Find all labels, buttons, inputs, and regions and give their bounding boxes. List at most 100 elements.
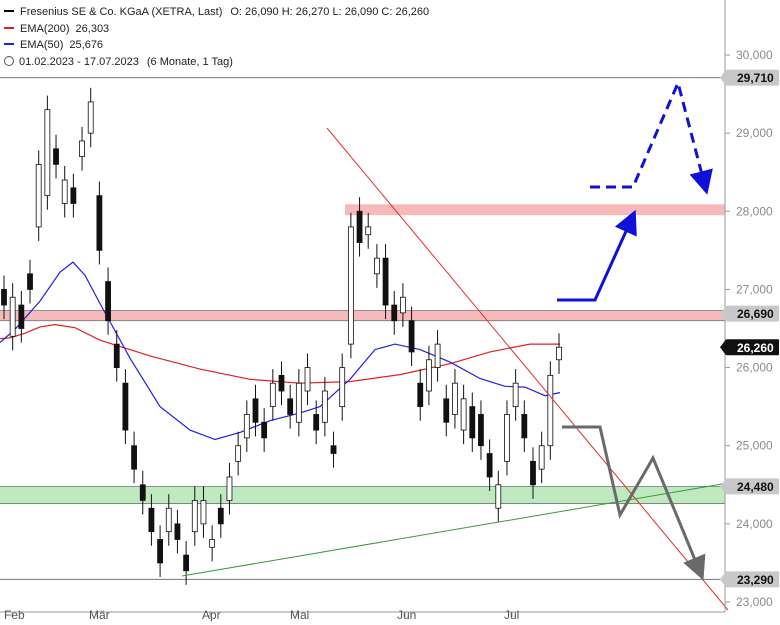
candle-body [183,554,190,572]
level-badge-pointer [720,69,726,86]
green-trendline [181,482,729,577]
candle-body [9,296,16,337]
candle-body [105,281,111,322]
candle-body [443,398,450,423]
clock-icon [4,55,14,66]
ema200-label: EMA(200) [20,22,70,35]
candle-body [96,195,103,251]
y-tick-label: 29,000 [736,126,773,140]
candle-body [486,453,493,478]
legend-ema50-row: EMA(50) 25,676 [4,37,429,54]
candle-body [226,476,233,501]
level-badge-label: 26,690 [737,307,774,321]
candle-body [295,382,302,423]
candle-body [235,445,242,462]
y-tick-label: 25,000 [736,439,773,453]
period: (6 Monate, 1 Tag) [146,55,233,68]
candle-body [165,507,172,533]
candle-body [79,140,85,157]
candle-body [157,539,163,564]
ema50-value: 25,676 [69,39,104,51]
gray-scenario-arrow [562,425,706,581]
level-badge-24,480 [726,478,779,495]
blue-dashed-scenario-arrow [590,78,713,195]
candle-body [269,382,276,408]
blue-scenario-arrow [557,209,637,302]
date-range: 01.02.2023 - 17.07.2023 [19,55,139,68]
candle-body [339,367,346,408]
legend-ema200-row: EMA(200) 26,303 [4,21,429,38]
zone-24,480 [0,486,725,504]
level-badge-pointer [720,571,726,588]
candle-body [452,382,458,415]
level-badge-29,710 [726,69,779,86]
candle-body [44,109,51,197]
candle-body [287,398,294,415]
x-tick-label: Jun [397,608,416,622]
candle-body [469,406,476,439]
x-tick-label: Jul [504,608,519,622]
ema50-swatch [4,43,14,46]
y-tick-label: 28,000 [736,204,773,218]
candle-body [217,507,224,525]
candle-body [330,445,337,454]
candle-body [113,343,120,368]
candle-body [1,289,7,306]
ema200-line [0,323,560,384]
candle-body [321,390,328,423]
candle-body [87,101,94,134]
candle-body [547,374,554,447]
ema200-value: 26,303 [75,22,110,35]
ema50-line [0,261,561,441]
candle-body [521,414,528,439]
candle-body [61,179,68,204]
y-tick-label: 27,000 [736,282,773,296]
candle-body [148,507,155,533]
level-badge-23,290 [726,571,779,588]
chart-legend: Fresenius SE & Co. KGaA (XETRA, Last) O: … [4,4,429,70]
candle-body [243,414,250,439]
level-badge-label: 24,480 [737,480,774,494]
candle-body [35,163,42,228]
candle-body [18,304,25,329]
candle-body [460,398,467,431]
candle-body [261,421,268,439]
x-tick-label: Feb [4,608,25,622]
candle-body [556,346,562,361]
candle-body [356,210,363,243]
candle-body [478,414,484,447]
x-tick-label: Mär [89,608,110,622]
y-tick-label: 24,000 [736,517,773,531]
level-badge-pointer [720,478,726,495]
legend-ohlc: O: 26,090 H: 26,270 L: 26,090 C: 26,260 [230,6,430,18]
series-swatch [4,10,14,13]
candle-body [70,187,77,204]
level-badge-label: 29,710 [737,71,774,85]
resistance-zone-upper [345,204,725,216]
level-badge-26,260 [726,339,779,356]
candle-body [304,367,311,392]
candle-body [434,343,441,368]
level-badge-label: 23,290 [737,573,774,587]
candle-body [408,320,415,353]
candle-body [122,382,129,431]
red-trendline [326,127,729,611]
candle-body [400,296,406,314]
candle-body [27,273,33,290]
candle-body [313,414,320,431]
level-badge-pointer [720,305,726,322]
level-badge-pointer [720,339,726,356]
candle-body [426,359,432,392]
legend-range-row: 01.02.2023 - 17.07.2023 (6 Monate, 1 Tag) [4,54,429,71]
candle-body [53,148,59,165]
legend-title: Fresenius SE & Co. KGaA (XETRA, Last) [20,6,223,18]
candle-body [131,445,137,470]
candle-body [417,382,424,408]
candle-body [512,382,519,408]
candle-body [365,226,372,236]
candle-body [200,500,207,525]
level-badge-26,690 [726,305,779,322]
x-tick-label: Apr [202,608,221,622]
candle-body [373,257,380,275]
